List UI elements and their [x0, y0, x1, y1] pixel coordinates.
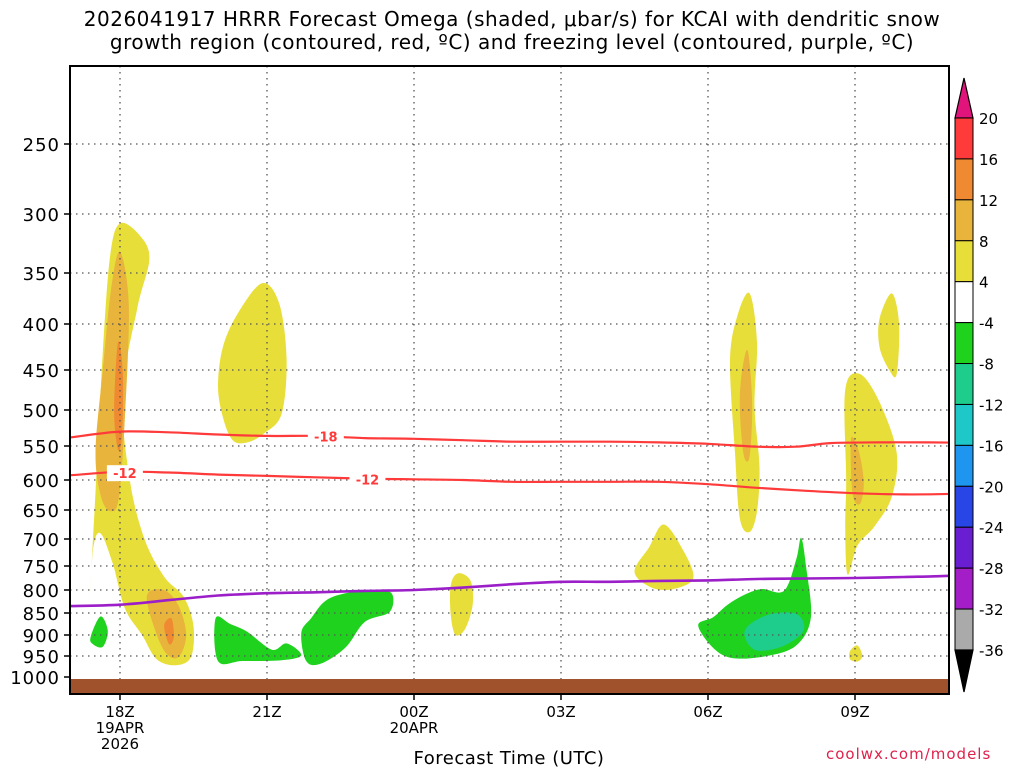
- ground-surface: [70, 679, 949, 694]
- freezing-level-line: [70, 574, 949, 608]
- colorbar-bin-12: [954, 608, 974, 651]
- colorbar-bin-4: [954, 281, 974, 324]
- contour-lines: -18 -12 -12: [70, 428, 949, 608]
- y-tick-label-800: 800: [23, 581, 60, 602]
- y-tick-label-550: 550: [23, 437, 60, 458]
- omega-shaded-regions: [89, 222, 1003, 674]
- x-tick-label-1-0: 18Z: [105, 703, 134, 721]
- title-line-2: growth region (contoured, red, ºC) and f…: [109, 30, 915, 54]
- chart-title: 2026041917 HRRR Forecast Omega (shaded, …: [0, 8, 1024, 54]
- colorbar-bin-9: [954, 485, 974, 528]
- colorbar-label-7: -12: [979, 396, 1004, 414]
- colorbar-label-8: -16: [979, 437, 1004, 455]
- y-tick-label-500: 500: [23, 401, 60, 422]
- y-tick-label-950: 950: [23, 647, 60, 668]
- x-tick-label-10-0: 03Z: [546, 703, 575, 721]
- colorbar-bottom-arrow: [954, 649, 974, 693]
- colorbar-label-6: -8: [979, 356, 994, 374]
- y-tick-label-850: 850: [23, 604, 60, 625]
- y-tick-label-750: 750: [23, 557, 60, 578]
- colorbar-label-5: -4: [979, 315, 994, 333]
- omega-region-10: [844, 373, 898, 575]
- colorbar-label-13: -36: [979, 642, 1004, 660]
- isotherm-line-0: [70, 430, 949, 449]
- y-tick-label-650: 650: [23, 501, 60, 522]
- y-tick-label-700: 700: [23, 530, 60, 551]
- y-tick-label-250: 250: [23, 135, 60, 156]
- contour-label--12-1: -12: [356, 473, 380, 488]
- contour-label--18-0: -18: [314, 431, 338, 446]
- y-tick-label-300: 300: [23, 205, 60, 226]
- credit-text: coolwx.com/models: [826, 745, 992, 763]
- colorbar-label-1: 16: [979, 151, 998, 169]
- colorbar-bin-10: [954, 526, 974, 569]
- omega-region-2: [114, 341, 124, 451]
- y-tick-label-1000: 1000: [10, 668, 60, 689]
- omega-region-13: [849, 645, 863, 662]
- y-tick-label-400: 400: [23, 315, 60, 336]
- colorbar-bin-1: [954, 158, 974, 201]
- omega-region-6: [449, 573, 474, 636]
- colorbar-label-3: 8: [979, 233, 989, 251]
- contour-label-bg: [307, 428, 344, 445]
- omega-region-12: [878, 293, 900, 378]
- colorbar-top-arrow: [954, 77, 974, 119]
- y-tick-label-900: 900: [23, 626, 60, 647]
- x-tick-label-13-0: 06Z: [693, 703, 722, 721]
- x-tick-label-16-0: 09Z: [840, 703, 869, 721]
- colorbar-label-2: 12: [979, 192, 998, 210]
- colorbar-bin-7: [954, 403, 974, 446]
- colorbar-bin-6: [954, 363, 974, 405]
- colorbar-bin-11: [954, 567, 974, 610]
- colorbar-label-0: 20: [979, 110, 998, 128]
- x-tick-label-1-1: 19APR: [96, 719, 145, 737]
- y-tick-label-600: 600: [23, 471, 60, 492]
- isotherm-line-1: [70, 470, 949, 496]
- omega-region-14: [974, 585, 1003, 674]
- omega-region-11: [850, 436, 864, 505]
- title-line-1: 2026041917 HRRR Forecast Omega (shaded, …: [83, 7, 941, 31]
- plot-frame: [69, 65, 950, 695]
- omega-region-19: [744, 612, 805, 651]
- omega-region-17: [301, 589, 394, 666]
- y-tick-label-450: 450: [23, 361, 60, 382]
- colorbar-label-4: 4: [979, 274, 989, 292]
- colorbar-label-9: -20: [979, 478, 1004, 496]
- omega-region-5: [218, 283, 287, 444]
- colorbar-bin-3: [954, 240, 974, 283]
- x-tick-label-7-0: 00Z: [399, 703, 428, 721]
- colorbar: 20 16 12 8 4 -4 -8 -12 -16 -20 -24 -28 -32 -36: [954, 77, 1004, 693]
- omega-region-7: [634, 524, 694, 591]
- x-tick-label-4-0: 21Z: [252, 703, 281, 721]
- x-axis-label: Forecast Time (UTC): [414, 748, 605, 768]
- y-axis: 2503003504004505005506006507007508008509…: [10, 135, 70, 689]
- omega-region-9: [739, 349, 753, 462]
- omega-region-4: [164, 617, 174, 645]
- contour-label-bg: [349, 471, 386, 488]
- omega-region-16: [214, 616, 302, 665]
- colorbar-label-11: -28: [979, 560, 1004, 578]
- colorbar-bin-0: [954, 117, 974, 160]
- colorbar-bin-8: [954, 444, 974, 487]
- colorbar-label-12: -32: [979, 601, 1004, 619]
- colorbar-bin-2: [954, 199, 974, 242]
- y-tick-label-350: 350: [23, 264, 60, 285]
- contour-label--12-0: -12: [113, 467, 137, 482]
- grid-lines: [70, 66, 949, 694]
- x-tick-label-7-1: 20APR: [390, 719, 439, 737]
- colorbar-bin-5: [954, 322, 974, 365]
- contour-label-bg: [106, 465, 143, 482]
- colorbar-label-10: -24: [979, 519, 1004, 537]
- x-tick-label-1-2: 2026: [101, 735, 139, 753]
- omega-region-15: [90, 616, 108, 648]
